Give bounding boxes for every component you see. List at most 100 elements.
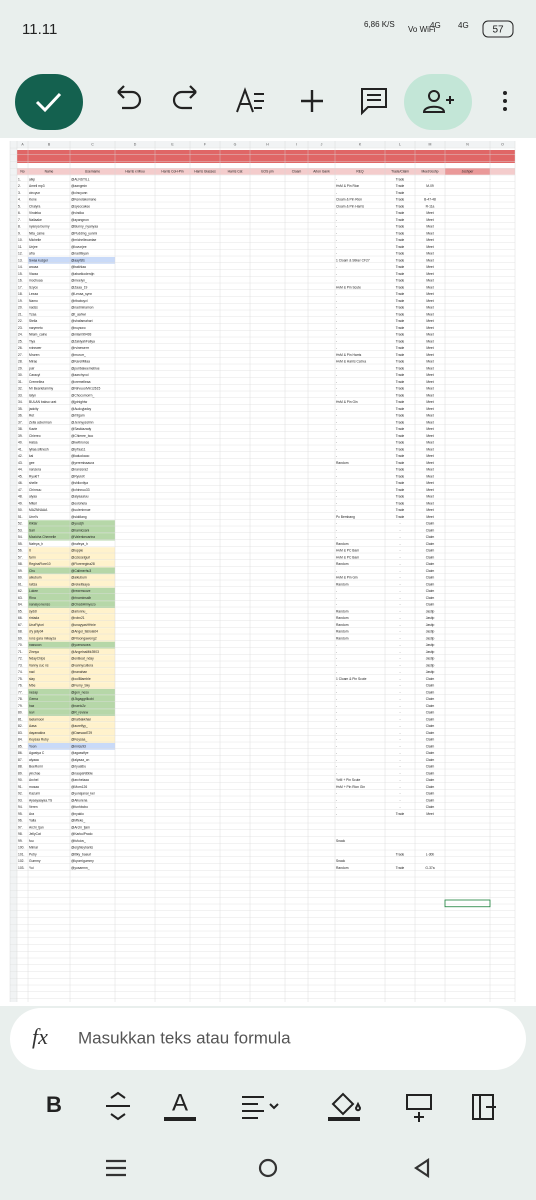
insert-row[interactable] [406,1094,432,1122]
cell: Vanny cuc ns [29,663,49,667]
cell: Claim [426,711,435,715]
cell: gee [29,461,35,465]
cell: @Archi_tjam [71,825,90,829]
cell: 73. [18,663,23,667]
cell: Claim [426,589,435,593]
cell: anoaa [29,265,38,269]
align[interactable] [242,1096,279,1119]
cell: @Kenelakomane [71,198,97,202]
col-letter: C [91,143,94,147]
done-button[interactable] [15,74,83,130]
nav-home[interactable] [258,1158,278,1178]
cell: MAZNNAAA [29,508,48,512]
cell: Nailaake [29,218,42,222]
nav-recent[interactable] [106,1159,126,1177]
cell: @luppie [71,549,83,553]
cell: - [399,690,400,694]
cell: 4. [18,198,21,202]
insert-col[interactable] [472,1094,496,1120]
cell: - [336,447,337,451]
cell: Swaa kuzger [29,258,49,262]
cell: @eighteyhants [71,846,93,850]
cell: 12. [18,252,23,256]
cell: Trade [396,326,405,330]
cell: haz [29,704,35,708]
cell: Nilam_caine [29,333,47,337]
cell: alyaaa [29,758,39,762]
cell: Trade [396,380,405,384]
cell: 64. [18,603,23,607]
cell: Trade [396,285,405,289]
cell: rintada [29,616,39,620]
redo[interactable] [172,85,197,110]
fill-color[interactable] [331,1092,362,1116]
cell: Meet [426,434,433,438]
cell: puir [29,366,35,370]
cell: 56. [18,549,23,553]
cell: Claim [426,549,435,553]
cell: @rinaminsalh [71,596,91,600]
cell-highlight [28,743,115,750]
cell: Tzaa [29,312,36,316]
cell: Meet [426,474,433,478]
cell: 62. [18,589,23,593]
cell: - [336,245,337,249]
cell: - [399,576,400,580]
header-cell: EOS pin [261,169,273,173]
cell: Ret [29,414,34,418]
cell: R-11a [426,204,435,208]
cell: Meet [426,326,433,330]
cell: Random [336,866,349,870]
cell: @naapaNibble [71,771,93,775]
cell: 36. [18,414,23,418]
cell: HvM & Pin Scute [336,285,361,289]
cell: 3. [18,191,21,195]
cell: Gema [29,697,38,701]
bold[interactable]: B [46,1092,62,1117]
cell: - [336,657,337,661]
cell-highlight [28,547,115,554]
nav-back[interactable] [414,1157,430,1179]
insert[interactable] [301,90,323,112]
undo[interactable] [117,85,142,110]
cell: 37. [18,420,23,424]
cell: Meet [426,501,433,505]
cell: 55. [18,542,23,546]
cell: @archelaaa [71,778,89,782]
text-format[interactable] [236,87,264,113]
cell: - [336,366,337,370]
cell: @aikubum [71,576,87,580]
cell-highlight [28,655,115,662]
cell: 1. [18,177,21,181]
cell: Meet [426,468,433,472]
strikethrough[interactable] [106,1091,130,1121]
fill-bar [328,1117,360,1121]
cell: Random [336,630,349,634]
cell: Meet [426,812,433,816]
header-cell: Harris CoH-Pin [161,169,183,173]
text-color[interactable]: A [172,1089,188,1116]
cell: - [336,812,337,816]
cell: - [399,805,400,809]
cell: Trade [396,447,405,451]
cell: - [336,218,337,222]
cell: Meet [426,346,433,350]
cell: Claim [426,582,435,586]
cell: Meet [426,427,433,431]
cell: - [336,393,337,397]
cell: Pc Bembang [336,515,355,519]
cell: - [336,522,337,526]
cell: - [399,765,400,769]
cell: 88. [18,765,23,769]
formula-bar[interactable] [10,1008,526,1070]
cell: @nyakio [71,812,84,816]
cell: @lyTaa11 [71,447,86,451]
menu[interactable] [503,91,507,95]
comment[interactable] [361,88,387,116]
cell: - [399,677,400,681]
cell: @kyomigummy [71,859,94,863]
cell: - [336,373,337,377]
cell: @funhbcbo [71,805,88,809]
share-button[interactable] [404,74,472,130]
cell: Trade [396,474,405,478]
